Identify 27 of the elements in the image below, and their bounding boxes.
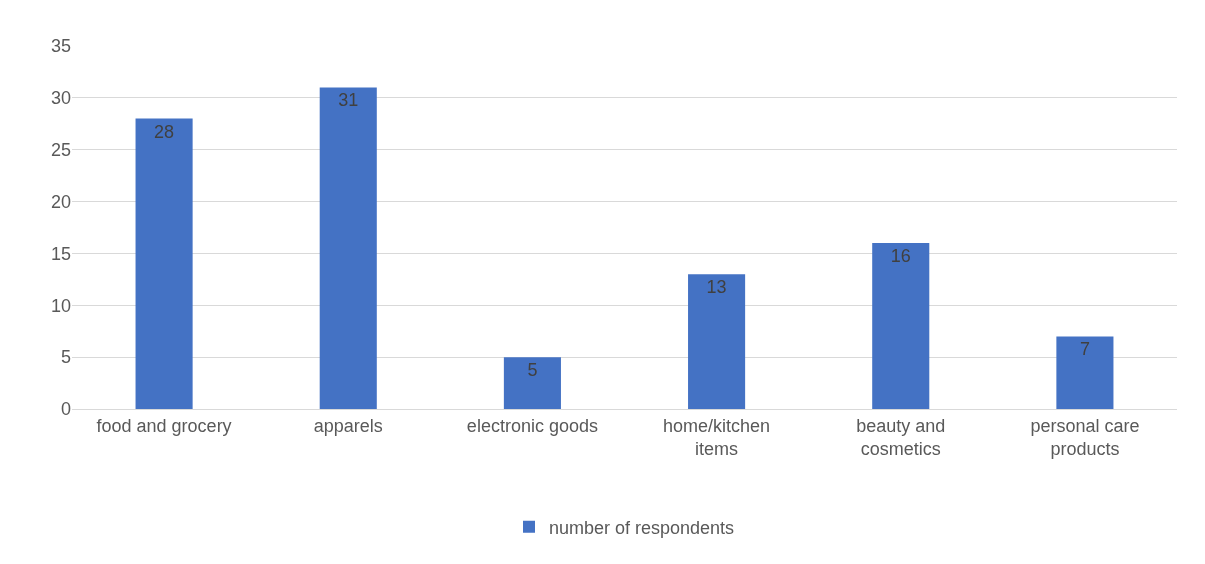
bar: [872, 243, 930, 409]
bar: [688, 274, 746, 409]
y-tick-label: 0: [60, 399, 71, 420]
x-tick-label: apparels: [313, 415, 383, 436]
data-label: 31: [338, 90, 359, 111]
data-label: 13: [706, 277, 727, 298]
y-tick-label: 30: [50, 88, 71, 109]
bar: [319, 87, 377, 409]
data-label: 16: [890, 246, 911, 267]
y-tick-label: 20: [50, 191, 71, 212]
bar: [503, 357, 561, 409]
bar: [135, 118, 193, 409]
y-tick-label: 15: [50, 243, 71, 264]
y-tick-label: 25: [50, 140, 71, 161]
legend-label: number of respondents: [549, 517, 735, 538]
bar: [1056, 336, 1114, 409]
y-tick-label: 35: [50, 36, 71, 57]
x-tick-label: beauty and cosmetics: [856, 415, 946, 460]
data-label: 5: [527, 360, 538, 381]
x-tick-label: food and grocery: [96, 415, 232, 436]
data-label: 28: [154, 121, 175, 142]
data-label: 7: [1079, 339, 1090, 360]
x-tick-label: home/kitchen items: [663, 415, 771, 460]
x-tick-label: personal care products: [1030, 415, 1140, 460]
y-tick-label: 5: [60, 347, 71, 368]
x-tick-label: electronic goods: [466, 415, 598, 436]
y-tick-label: 10: [50, 295, 71, 316]
